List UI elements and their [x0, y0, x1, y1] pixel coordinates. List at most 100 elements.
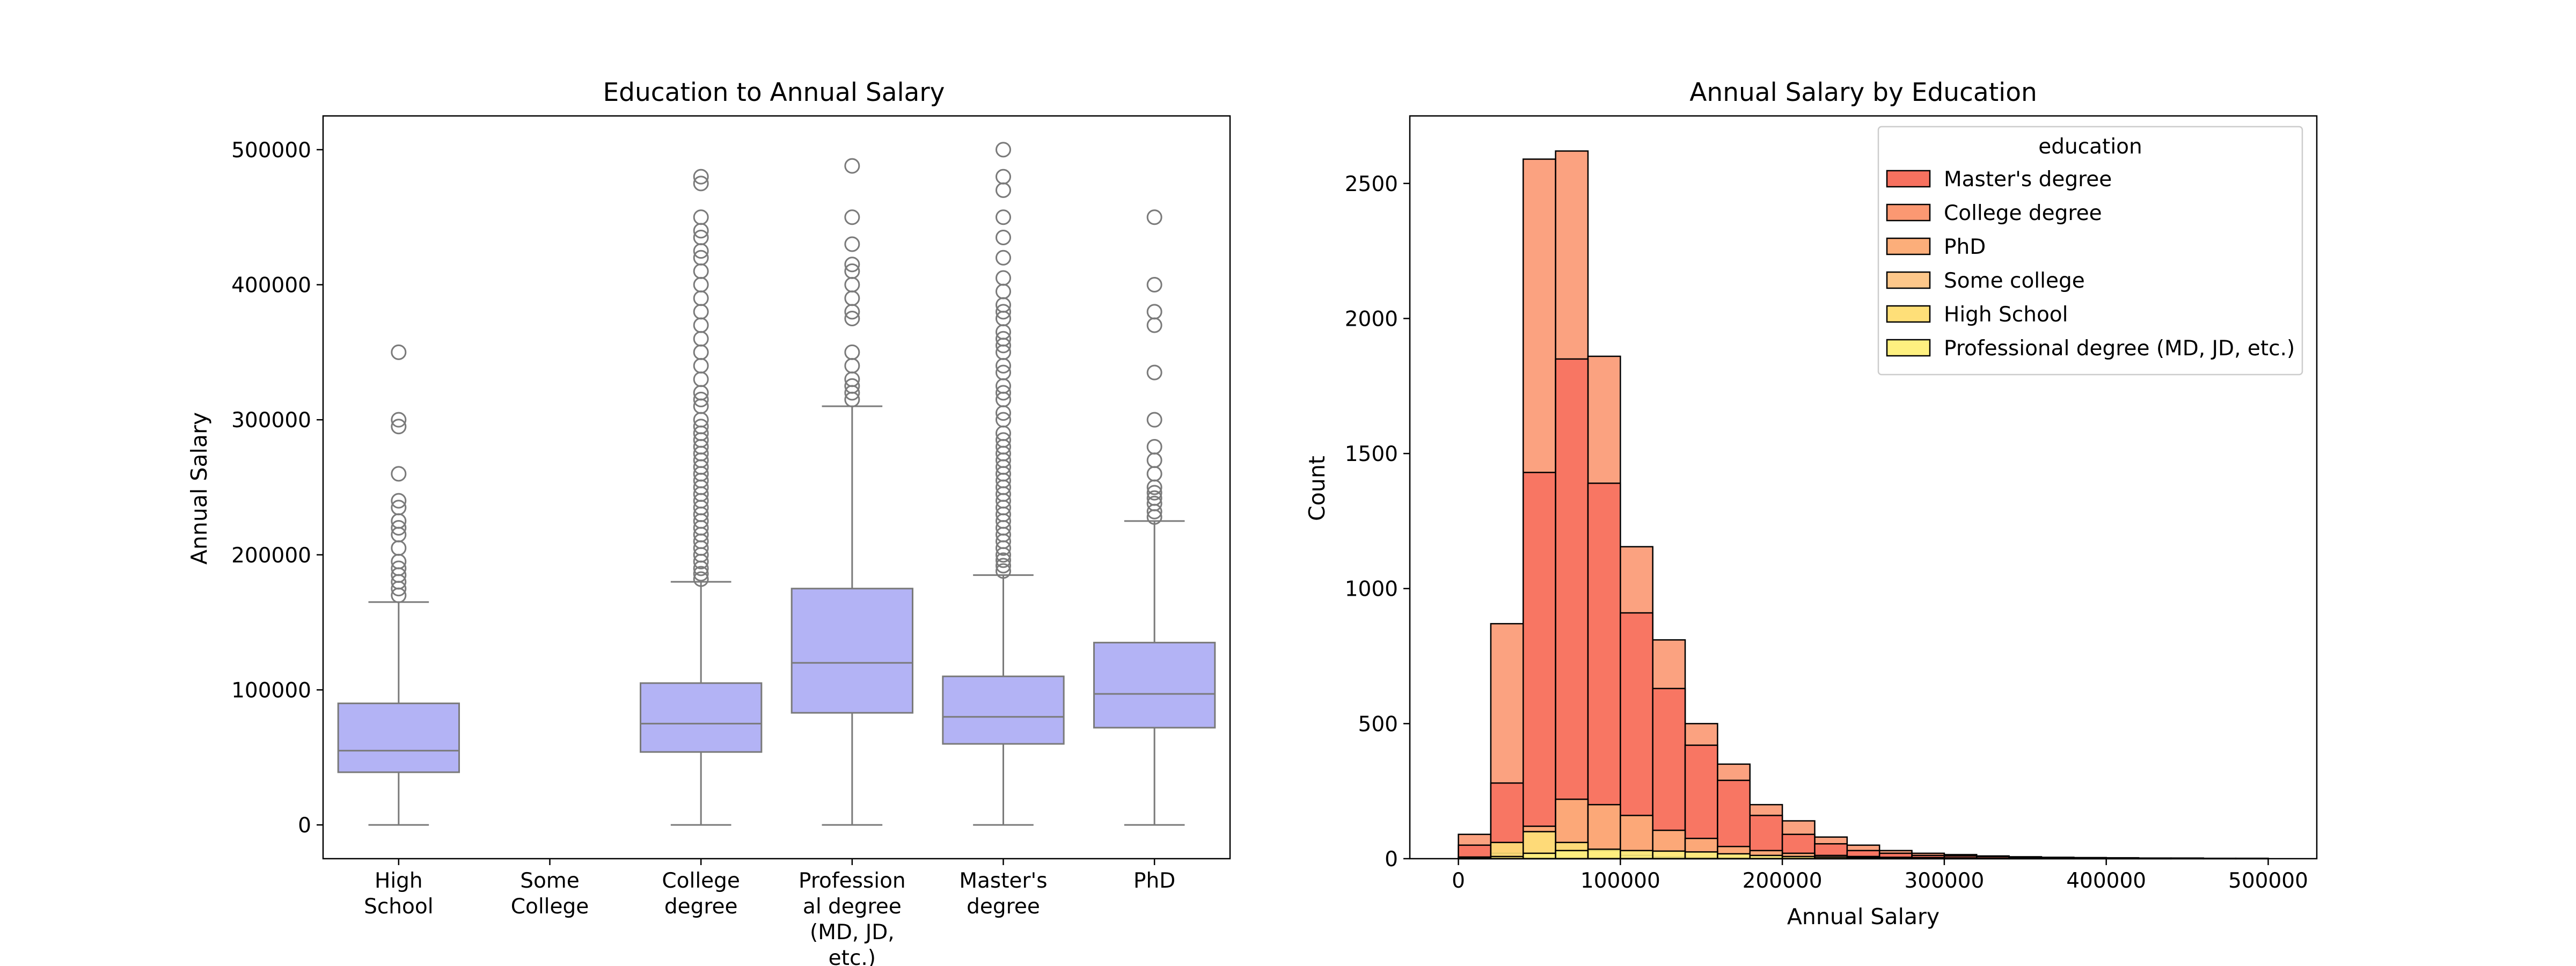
box [942, 675, 1065, 745]
outlier-point [391, 419, 407, 435]
outlier-point [996, 283, 1011, 299]
histogram-frame [1409, 115, 2318, 860]
histogram-bar [1652, 850, 1686, 860]
boxplot-panel: Education to Annual Salary Annual Salary… [186, 78, 1231, 966]
y-tick-label: 2000 [1345, 307, 1398, 331]
x-tick-label: (MD, JD, [810, 920, 895, 945]
outlier-point [1146, 490, 1162, 506]
legend-frame [1877, 126, 2303, 376]
outlier-point [391, 344, 407, 360]
outlier-point [1146, 317, 1162, 333]
histogram-legend: education Master's degree College degree Ph… [1877, 126, 2303, 376]
y-tick-label: 2500 [1345, 172, 1398, 196]
legend-swatch [1886, 170, 1931, 188]
box [337, 702, 460, 773]
outlier-point [844, 378, 860, 394]
legend-title: education [2038, 135, 2142, 159]
outlier-point [996, 558, 1011, 574]
histogram-bar [1587, 848, 1621, 860]
boxplot-ylabel: Annual Salary [186, 412, 212, 565]
y-tick-label: 1000 [1345, 577, 1398, 602]
outlier-point [693, 371, 709, 387]
y-tick-label: 500 [1358, 712, 1398, 736]
histogram-bar [1684, 851, 1718, 860]
outlier-point [1146, 364, 1162, 380]
outlier-point [693, 391, 709, 407]
outlier-point [693, 290, 709, 306]
box [791, 588, 913, 714]
x-tick-label: 400000 [2066, 869, 2146, 893]
boxplot-title: Education to Annual Salary [603, 78, 945, 107]
outlier-point [996, 250, 1011, 266]
outlier-point [996, 169, 1011, 185]
x-tick-label: degree [967, 895, 1040, 919]
y-tick-label: 0 [1385, 847, 1398, 872]
legend-label: Master's degree [1944, 167, 2112, 192]
histogram-bar [1717, 853, 1751, 860]
legend-label: Professional degree (MD, JD, etc.) [1944, 336, 2295, 361]
outlier-point [996, 563, 1011, 579]
outlier-point [844, 290, 860, 306]
x-tick-label: College [662, 869, 740, 893]
outlier-point [1146, 485, 1162, 501]
outlier-point [693, 209, 709, 225]
outlier-point [693, 250, 709, 266]
x-tick-label: College [511, 895, 589, 919]
outlier-point [693, 571, 709, 587]
outlier-point [844, 263, 860, 279]
boxplot-plot-area: 0 100000 200000 300000 400000 500000 HighSchoo… [231, 138, 1216, 966]
legend-swatch [1886, 203, 1931, 222]
x-tick-label: 100000 [1580, 869, 1660, 893]
outlier-point [996, 182, 1011, 198]
histogram-panel: Annual Salary by Education Annual Salary… [1304, 78, 2318, 930]
histogram-bar [1523, 852, 1556, 860]
outlier-point [1146, 277, 1162, 293]
histogram-xlabel: Annual Salary [1787, 904, 1940, 930]
legend-swatch [1886, 305, 1931, 323]
histogram-bar [1717, 779, 1751, 860]
x-tick-label: al degree [803, 895, 902, 919]
histogram-bar [1620, 850, 1653, 860]
y-tick-label: 1500 [1345, 442, 1398, 466]
x-tick-label: School [364, 895, 433, 919]
outlier-point [996, 209, 1011, 225]
x-tick-label: Master's [959, 869, 1047, 893]
legend-swatch [1886, 237, 1931, 255]
y-tick-label: 100000 [231, 678, 311, 702]
outlier-point [693, 263, 709, 279]
x-tick-label: 0 [1452, 869, 1465, 893]
legend-label: PhD [1944, 235, 1986, 259]
y-tick-label: 200000 [231, 544, 311, 568]
outlier-point [844, 344, 860, 360]
x-tick-label: PhD [1133, 869, 1175, 893]
box [640, 682, 763, 753]
outlier-point [693, 175, 709, 192]
outlier-point [844, 158, 860, 174]
box [1093, 641, 1216, 729]
x-tick-label: 300000 [1904, 869, 1984, 893]
legend-label: Some college [1944, 269, 2085, 293]
outlier-point [844, 358, 860, 374]
outlier-point [996, 412, 1011, 428]
outlier-point [391, 560, 407, 576]
histogram-ylabel: Count [1304, 456, 1330, 521]
outlier-point [693, 229, 709, 245]
outlier-point [844, 236, 860, 252]
outlier-point [391, 500, 407, 516]
outlier-point [1146, 209, 1162, 225]
histogram-bar [1587, 482, 1621, 860]
outlier-point [693, 277, 709, 293]
histogram-bar [1523, 472, 1556, 860]
outlier-point [693, 344, 709, 360]
x-tick-label: High [375, 869, 423, 893]
x-tick-label: Profession [799, 869, 906, 893]
y-tick-label: 400000 [231, 274, 311, 298]
outlier-point [996, 385, 1011, 401]
outlier-point [996, 304, 1011, 320]
y-tick-label: 300000 [231, 408, 311, 433]
y-tick-label: 500000 [231, 138, 311, 163]
legend-label: College degree [1944, 201, 2102, 225]
outlier-point [693, 317, 709, 333]
x-tick-label: degree [664, 895, 738, 919]
outlier-point [996, 432, 1011, 448]
